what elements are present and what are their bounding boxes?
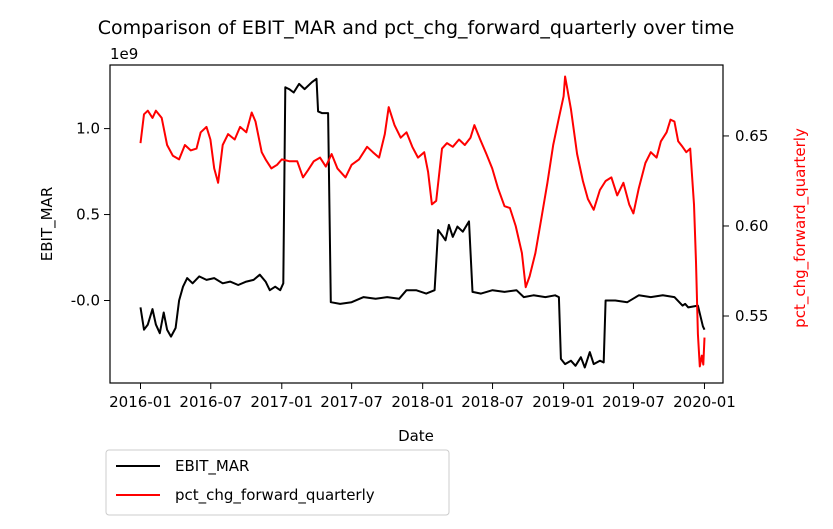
y-right-axis-label: pct_chg_forward_quarterly (791, 128, 810, 328)
y-right-tick-label: 0.55 (735, 307, 768, 325)
y-left-tick-label: 0.5 (76, 206, 100, 224)
x-axis-label: Date (398, 427, 434, 445)
legend: EBIT_MAR pct_chg_forward_quarterly (105, 449, 450, 516)
x-tick-label: 2018-07 (461, 393, 524, 411)
x-tick-label: 2019-01 (532, 393, 595, 411)
y-left-offset-label: 1e9 (110, 45, 138, 63)
y-right-tick-label: 0.60 (735, 217, 768, 235)
x-tick-label: 2019-07 (602, 393, 665, 411)
x-tick-label: 2016-01 (109, 393, 172, 411)
chart-title: Comparison of EBIT_MAR and pct_chg_forwa… (98, 17, 735, 39)
axis-ticks: 2016-01 2016-07 2017-01 2017-07 2018-01 2018-… (71, 120, 769, 411)
legend-frame (105, 449, 450, 516)
legend-label-ebit-mar: EBIT_MAR (175, 457, 249, 476)
x-tick-label: 2020-01 (673, 393, 736, 411)
x-tick-label: 2017-01 (250, 393, 313, 411)
plot-lines (139, 75, 706, 369)
series-line-ebit-mar (139, 77, 706, 369)
y-left-axis-label: EBIT_MAR (38, 187, 57, 261)
legend-label-pct-chg: pct_chg_forward_quarterly (175, 486, 375, 505)
x-tick-label: 2018-01 (391, 393, 454, 411)
x-tick-label: 2016-07 (179, 393, 242, 411)
y-left-tick-label: 1.0 (76, 120, 100, 138)
series-line-pct-chg-forward-quarterly (139, 75, 706, 368)
y-left-tick-label: -0.0 (71, 291, 100, 309)
x-tick-label: 2017-07 (320, 393, 383, 411)
plot-frame (109, 64, 724, 384)
y-right-tick-label: 0.65 (735, 127, 768, 145)
